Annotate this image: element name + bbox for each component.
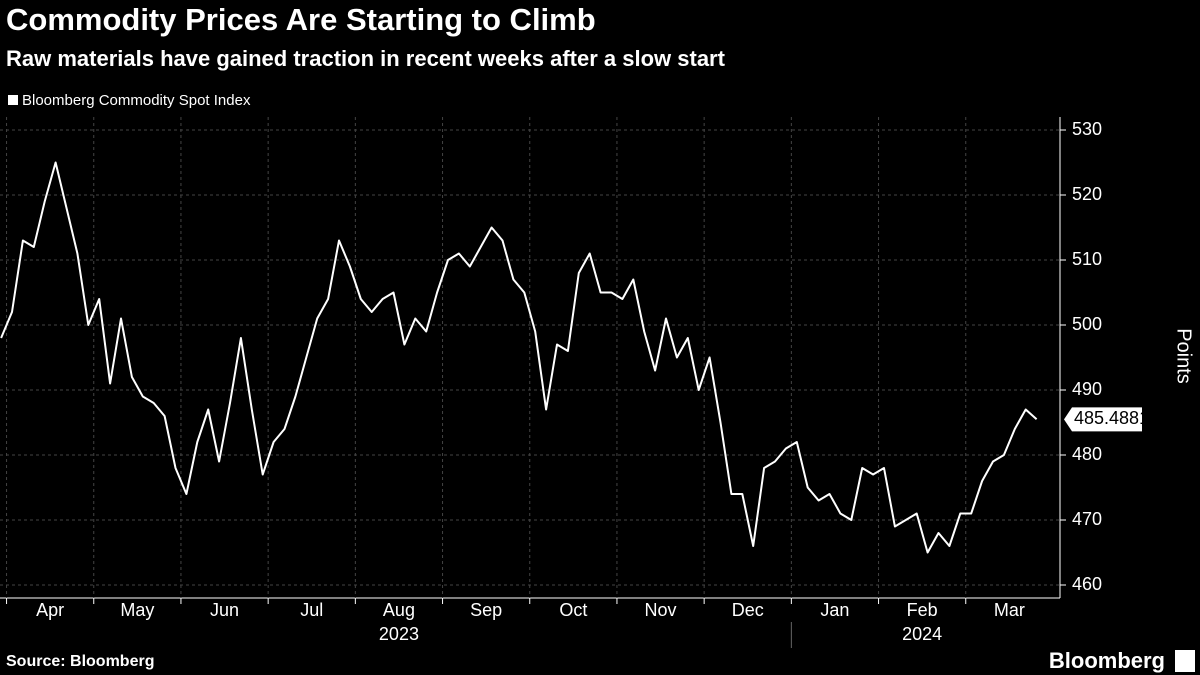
x-tick-label: Aug [383, 600, 415, 620]
legend-swatch [8, 95, 18, 105]
series-line [0, 161, 1038, 554]
y-tick-label: 490 [1072, 379, 1102, 399]
y-tick-label: 480 [1072, 444, 1102, 464]
y-tick-label: 520 [1072, 184, 1102, 204]
y-axis-label: Points [1173, 328, 1195, 384]
x-tick-label: Feb [907, 600, 938, 620]
brand: Bloomberg [1049, 648, 1165, 673]
x-tick-label: Oct [559, 600, 587, 620]
legend-label: Bloomberg Commodity Spot Index [22, 92, 251, 109]
y-tick-label: 510 [1072, 249, 1102, 269]
chart-title: Commodity Prices Are Starting to Climb [6, 2, 596, 37]
x-tick-label: May [120, 600, 154, 620]
x-tick-label: Dec [732, 600, 764, 620]
x-tick-label: Jun [210, 600, 239, 620]
x-group-label: 2024 [902, 624, 942, 644]
y-tick-label: 500 [1072, 314, 1102, 334]
x-tick-label: Nov [645, 600, 677, 620]
y-tick-label: 470 [1072, 509, 1102, 529]
chart-subtitle: Raw materials have gained traction in re… [6, 46, 726, 71]
last-value-box [1064, 407, 1142, 432]
x-tick-label: Sep [470, 600, 502, 620]
brand-icon [1175, 650, 1195, 672]
x-tick-label: Apr [36, 600, 64, 620]
x-tick-label: Jul [300, 600, 323, 620]
y-tick-label: 530 [1072, 119, 1102, 139]
x-tick-label: Mar [994, 600, 1025, 620]
x-tick-label: Jan [820, 600, 849, 620]
last-value-label: 485.4881 [1074, 408, 1149, 428]
source: Source: Bloomberg [6, 653, 154, 670]
y-tick-label: 460 [1072, 574, 1102, 594]
x-group-label: 2023 [379, 624, 419, 644]
